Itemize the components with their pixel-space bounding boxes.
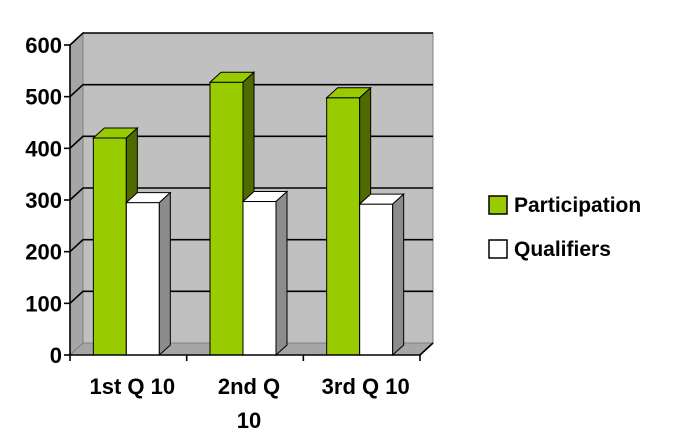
y-tick-label-0: 0: [50, 343, 62, 368]
bar-qualifiers-2: [358, 193, 405, 357]
y-tick-label-200: 200: [25, 240, 62, 265]
y-tick-label-400: 400: [25, 136, 62, 161]
legend-label: Qualifiers: [514, 238, 611, 261]
x-tick-label-1: 2nd Q 10: [218, 374, 280, 433]
bar-front: [359, 203, 394, 356]
legend-item-qualifiers: Qualifiers: [488, 238, 611, 261]
legend-swatch: [488, 195, 508, 215]
legend-label: Participation: [514, 194, 641, 217]
gridline-500: [69, 83, 433, 98]
y-tick-label-600: 600: [25, 33, 62, 58]
legend: Participation Qualifiers: [488, 194, 641, 261]
bar-side: [392, 193, 405, 357]
bar-front: [326, 97, 361, 356]
x-tick-label-2: 3rd Q 10: [322, 374, 410, 399]
bar-qualifiers-1: [241, 190, 289, 357]
bar-front: [92, 137, 127, 356]
y-tick-label-100: 100: [25, 291, 62, 316]
gridline-400: [69, 135, 433, 149]
bar-side: [158, 191, 171, 357]
gridline-600: [69, 32, 433, 46]
bar-qualifiers-0: [125, 191, 172, 357]
gridline-100: [69, 290, 433, 304]
y-tick-label-300: 300: [25, 188, 62, 213]
bar-front: [125, 202, 160, 356]
legend-swatch: [488, 239, 508, 259]
gridline-200: [69, 238, 433, 253]
legend-item-participation: Participation: [488, 194, 641, 217]
y-tick-label-500: 500: [25, 85, 62, 110]
x-tick-label-0: 1st Q 10: [90, 374, 176, 399]
bar-side: [275, 190, 288, 357]
gridline-300: [69, 187, 433, 201]
bar-front: [242, 201, 277, 356]
bar-front: [209, 81, 244, 356]
x-axis-depth: [419, 342, 434, 356]
